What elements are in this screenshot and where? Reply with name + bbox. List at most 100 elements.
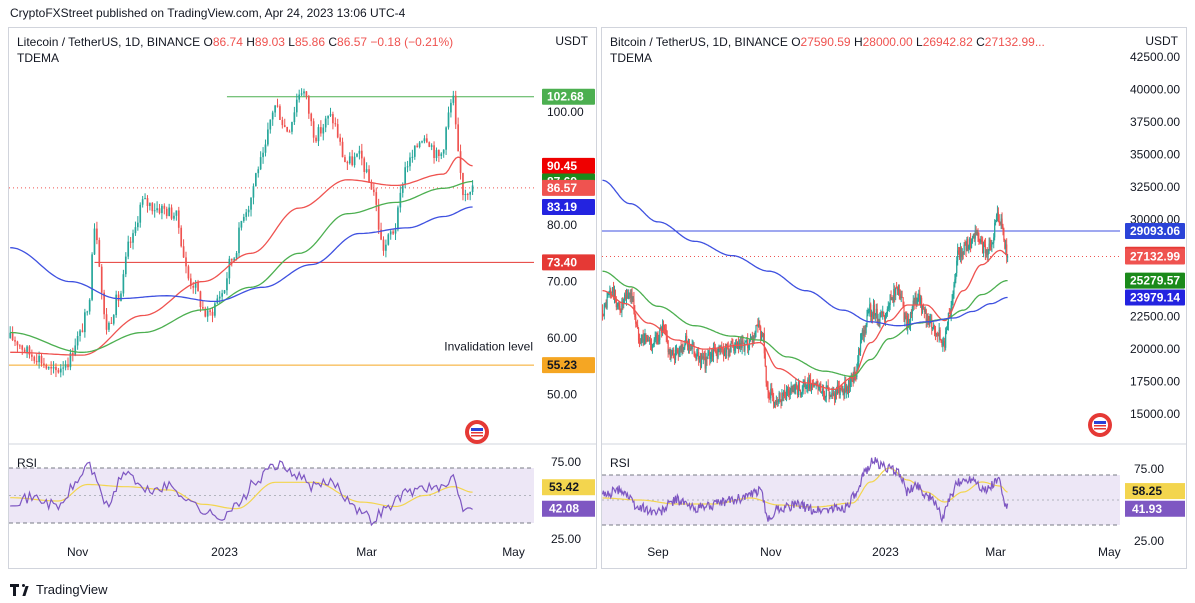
candle[interactable]: [794, 383, 796, 395]
candle[interactable]: [28, 345, 31, 359]
candle[interactable]: [883, 311, 885, 317]
candle[interactable]: [688, 339, 691, 354]
candle[interactable]: [327, 115, 329, 126]
candle[interactable]: [694, 351, 696, 359]
candle[interactable]: [823, 390, 826, 401]
candle[interactable]: [843, 388, 845, 401]
candle[interactable]: [763, 327, 765, 359]
candle[interactable]: [764, 348, 766, 368]
candle[interactable]: [269, 119, 272, 134]
candle[interactable]: [797, 378, 800, 398]
candle[interactable]: [896, 286, 899, 295]
candle[interactable]: [885, 311, 888, 319]
candle[interactable]: [755, 325, 757, 338]
candle[interactable]: [975, 226, 977, 236]
candle[interactable]: [983, 239, 986, 248]
candle[interactable]: [621, 297, 623, 318]
candle[interactable]: [704, 350, 706, 373]
candle[interactable]: [450, 99, 452, 118]
candle[interactable]: [992, 242, 994, 245]
candle[interactable]: [442, 149, 445, 158]
candle[interactable]: [772, 388, 774, 402]
candle[interactable]: [781, 389, 783, 406]
candle[interactable]: [883, 314, 886, 324]
candle[interactable]: [981, 235, 983, 245]
candle[interactable]: [775, 395, 777, 406]
candle[interactable]: [654, 331, 656, 343]
candle[interactable]: [315, 135, 317, 143]
candle[interactable]: [81, 323, 84, 333]
candle[interactable]: [839, 387, 841, 399]
candle[interactable]: [358, 145, 361, 160]
candle[interactable]: [603, 302, 605, 320]
candle[interactable]: [52, 361, 55, 374]
candle[interactable]: [942, 337, 944, 352]
candle[interactable]: [363, 156, 366, 179]
candle[interactable]: [307, 94, 310, 119]
candle[interactable]: [373, 182, 375, 196]
candle[interactable]: [283, 118, 286, 128]
candle[interactable]: [788, 386, 790, 401]
candle[interactable]: [697, 347, 699, 357]
candle[interactable]: [877, 313, 879, 327]
candle[interactable]: [964, 239, 966, 246]
candle[interactable]: [968, 244, 970, 254]
candle[interactable]: [829, 391, 831, 400]
candle[interactable]: [98, 237, 101, 268]
candle[interactable]: [723, 347, 726, 357]
candle[interactable]: [303, 88, 305, 97]
candle[interactable]: [765, 365, 767, 387]
candle[interactable]: [663, 324, 666, 333]
candle[interactable]: [153, 203, 156, 218]
candle[interactable]: [257, 166, 260, 178]
candle[interactable]: [88, 298, 91, 315]
candle[interactable]: [50, 361, 52, 376]
candle[interactable]: [423, 135, 426, 144]
candle[interactable]: [945, 327, 947, 351]
candle[interactable]: [948, 307, 950, 315]
candle[interactable]: [1006, 238, 1008, 264]
candle[interactable]: [84, 308, 86, 338]
candle[interactable]: [868, 308, 870, 314]
litecoin-chart-panel[interactable]: Litecoin / TetherUS, 1D, BINANCE O86.74 …: [8, 27, 597, 569]
candle[interactable]: [141, 195, 144, 208]
candle[interactable]: [859, 348, 861, 356]
candle[interactable]: [758, 317, 760, 328]
candle[interactable]: [276, 98, 279, 108]
candle[interactable]: [149, 202, 151, 211]
candle[interactable]: [997, 207, 999, 223]
candle[interactable]: [717, 346, 719, 360]
candle[interactable]: [457, 117, 459, 152]
candle[interactable]: [360, 143, 363, 166]
candle[interactable]: [730, 340, 732, 353]
candle[interactable]: [753, 332, 755, 345]
candle[interactable]: [293, 106, 296, 125]
candle[interactable]: [459, 144, 462, 180]
candle[interactable]: [310, 112, 313, 127]
candle[interactable]: [824, 395, 826, 402]
candle[interactable]: [406, 160, 409, 173]
candle[interactable]: [445, 126, 447, 155]
candle[interactable]: [705, 352, 707, 373]
candle[interactable]: [691, 339, 693, 355]
candle[interactable]: [385, 239, 387, 258]
candle[interactable]: [728, 348, 730, 358]
candle[interactable]: [989, 237, 991, 251]
candle[interactable]: [76, 331, 79, 350]
candle[interactable]: [982, 236, 984, 254]
candle[interactable]: [734, 342, 736, 355]
candle[interactable]: [921, 304, 924, 314]
candle[interactable]: [798, 380, 801, 392]
candle[interactable]: [353, 152, 356, 168]
candle[interactable]: [971, 235, 974, 244]
candle[interactable]: [777, 399, 779, 407]
candle[interactable]: [211, 307, 214, 323]
candle[interactable]: [769, 392, 771, 400]
candle[interactable]: [880, 309, 882, 318]
candle[interactable]: [907, 313, 909, 335]
candle[interactable]: [707, 348, 709, 360]
candle[interactable]: [995, 213, 998, 223]
candle[interactable]: [754, 330, 756, 339]
candle[interactable]: [937, 332, 939, 337]
candle[interactable]: [464, 189, 467, 202]
